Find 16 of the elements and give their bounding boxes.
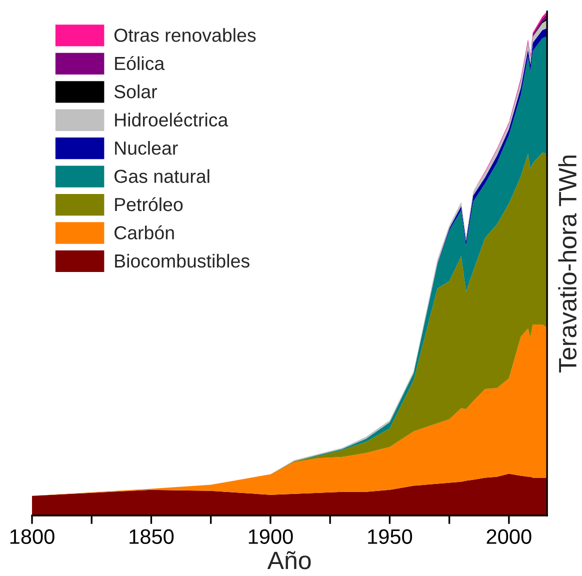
legend-label: Eólica	[115, 56, 165, 70]
y-axis-title: Teravatio-hora TWh	[558, 156, 577, 372]
legend-label: Nuclear	[115, 140, 178, 155]
x-tick-label: 1850	[130, 529, 174, 544]
legend-label: Hidroeléctrica	[115, 112, 228, 127]
x-tick-label: 2000	[486, 529, 532, 544]
legend-label: Solar	[114, 84, 158, 98]
legend-label: Biocombustibles	[115, 254, 250, 268]
x-tick-label: 1800	[10, 529, 54, 544]
legend-label: Carbón	[114, 225, 174, 240]
x-axis-title: Año	[267, 551, 311, 570]
legend-label: Petróleo	[115, 197, 183, 212]
x-tick-label: 1950	[368, 529, 412, 544]
x-tick-label: 1900	[248, 529, 293, 544]
legend-label: Gas natural	[114, 169, 210, 183]
legend-label: Otras renovables	[114, 28, 256, 42]
